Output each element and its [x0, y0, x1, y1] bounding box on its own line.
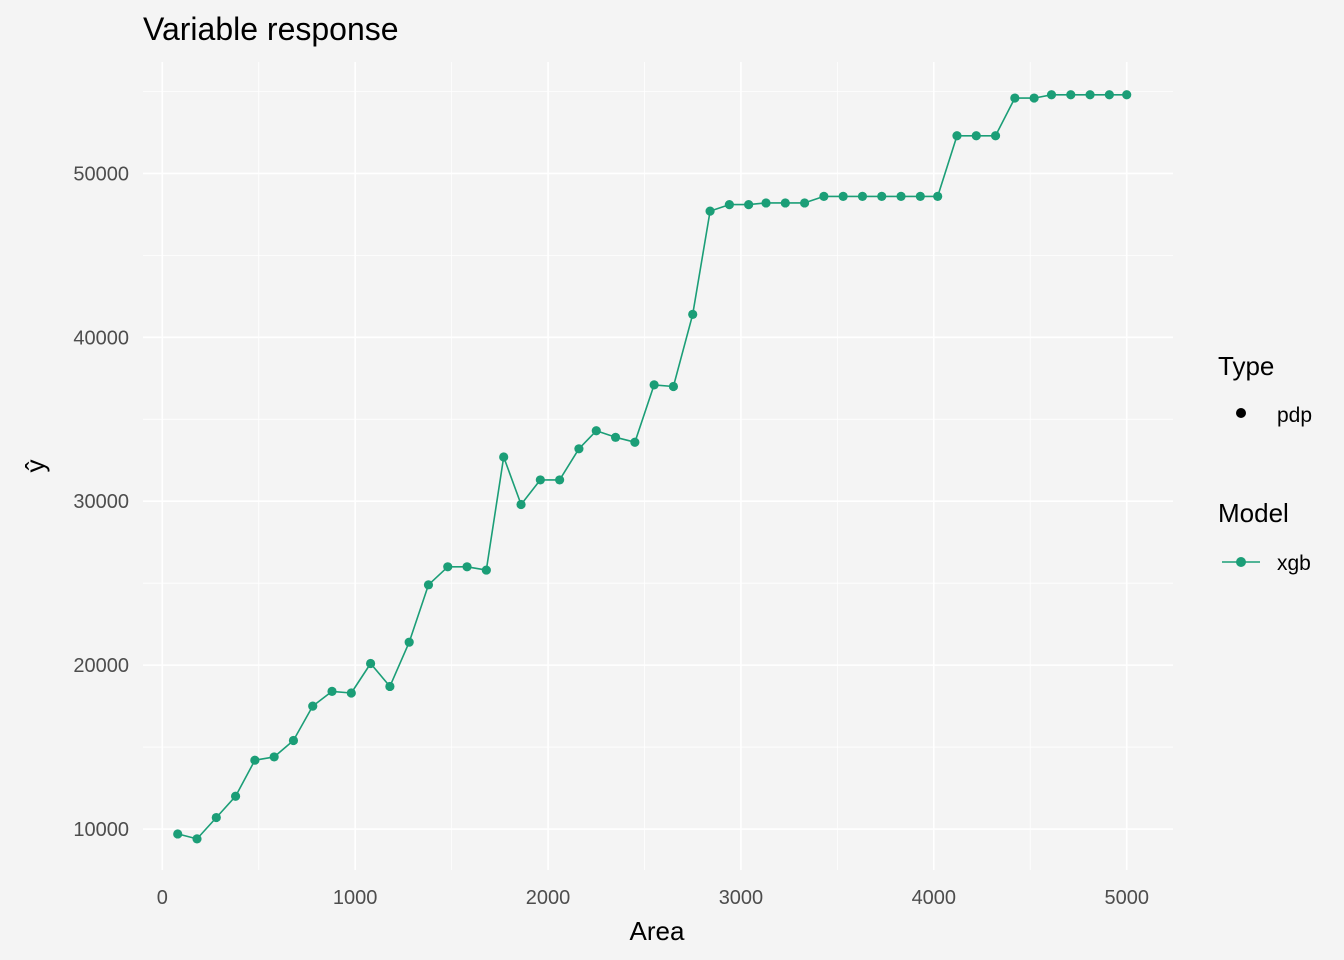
legend-title-model: Model — [1218, 498, 1289, 528]
data-point — [230, 791, 241, 801]
data-point — [1010, 93, 1020, 103]
data-point — [404, 637, 414, 647]
x-tick-label: 1000 — [333, 887, 378, 909]
data-point — [173, 829, 183, 839]
data-point — [688, 309, 698, 319]
data-point — [555, 475, 565, 485]
legend-label-pdp: pdp — [1277, 404, 1312, 427]
chart-title: Variable response — [143, 11, 399, 47]
data-point — [591, 426, 601, 436]
data-point — [327, 686, 337, 696]
data-point — [308, 701, 318, 711]
data-point — [933, 191, 943, 201]
y-tick-label: 30000 — [73, 491, 129, 513]
data-point — [857, 191, 868, 201]
series-layer — [173, 90, 1132, 844]
data-point — [288, 735, 299, 746]
data-point — [649, 380, 659, 390]
legend: Type pdp Model xgb — [1218, 351, 1312, 575]
data-point — [630, 437, 640, 447]
data-point — [385, 681, 395, 692]
data-point — [516, 499, 526, 510]
data-point — [346, 688, 356, 698]
data-point — [896, 191, 906, 201]
data-point — [819, 191, 829, 201]
grid — [143, 62, 1173, 870]
y-tick-label: 40000 — [73, 327, 129, 349]
data-point — [1029, 93, 1039, 103]
data-point — [1066, 90, 1076, 100]
data-point — [838, 191, 848, 201]
data-point — [211, 812, 221, 823]
x-tick-label: 5000 — [1104, 887, 1149, 909]
data-point — [499, 452, 509, 462]
data-point — [574, 444, 584, 454]
data-point — [250, 755, 260, 765]
data-point — [761, 198, 771, 208]
data-point — [423, 580, 434, 590]
data-point — [990, 131, 1001, 141]
data-point — [535, 475, 545, 485]
data-point — [192, 834, 202, 844]
data-point — [1104, 90, 1114, 100]
data-point — [1085, 90, 1095, 100]
data-point — [610, 432, 621, 442]
data-point — [744, 199, 754, 210]
data-point — [877, 191, 887, 201]
data-point — [915, 191, 925, 201]
y-tick-label: 50000 — [73, 163, 129, 185]
data-point — [780, 198, 790, 208]
data-point — [952, 131, 962, 141]
data-point — [481, 565, 491, 575]
data-point — [366, 658, 376, 669]
data-point — [668, 381, 679, 392]
y-axis-title: ŷ — [20, 460, 50, 473]
x-tick-label: 2000 — [526, 887, 571, 909]
data-point — [1122, 90, 1132, 100]
legend-marker-pdp — [1236, 408, 1246, 418]
x-tick-label: 0 — [157, 887, 168, 909]
tick-labels: 0 1000 2000 3000 4000 5000 10000 20000 30000 4000… — [73, 163, 1149, 909]
legend-label-xgb: xgb — [1277, 552, 1311, 575]
data-point — [462, 562, 472, 572]
legend-title-type: Type — [1218, 351, 1274, 381]
data-point — [705, 206, 715, 216]
data-point — [971, 131, 981, 141]
data-point — [1046, 90, 1057, 100]
x-axis-title: Area — [630, 916, 685, 946]
y-tick-label: 20000 — [73, 655, 129, 677]
data-point — [443, 562, 453, 572]
x-tick-label: 4000 — [912, 887, 957, 909]
data-point — [799, 198, 810, 208]
y-tick-label: 10000 — [73, 819, 129, 841]
data-point — [724, 199, 734, 210]
legend-marker-xgb — [1236, 557, 1246, 567]
data-point — [269, 752, 279, 762]
x-tick-label: 3000 — [719, 887, 764, 909]
series-line-xgb — [177, 94, 1127, 840]
